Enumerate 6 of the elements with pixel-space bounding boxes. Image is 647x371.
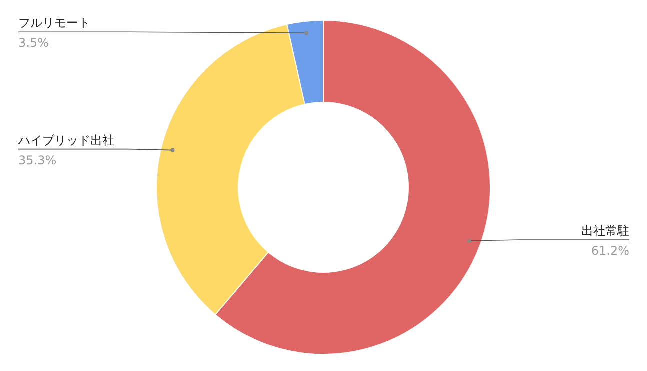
slice-label: 出社常駐: [582, 224, 630, 238]
data-label: 61.2%: [591, 244, 630, 258]
data-label: 35.3%: [18, 153, 57, 168]
slice-label: ハイブリッド出社: [18, 133, 114, 148]
data-label: 3.5%: [18, 36, 49, 50]
slice-label: フルリモート: [18, 16, 90, 30]
